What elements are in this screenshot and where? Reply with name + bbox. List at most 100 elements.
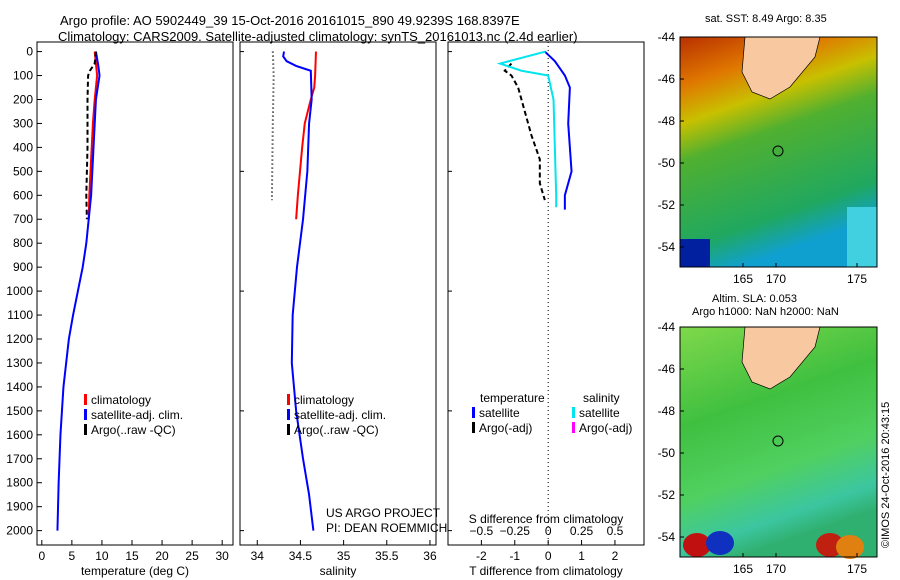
anomaly-blob bbox=[836, 535, 864, 559]
new-zealand-land bbox=[741, 36, 821, 100]
y-tick-label: 400 bbox=[13, 140, 33, 154]
map-frame bbox=[679, 326, 878, 558]
y-tick-label: 1300 bbox=[6, 356, 33, 370]
legend-label: satellite bbox=[479, 406, 520, 420]
s-diff-tick-label: 0.5 bbox=[607, 524, 624, 538]
s-diff-tick-label: −0.5 bbox=[470, 524, 494, 538]
title-line-1: Argo profile: AO 5902449_39 15-Oct-2016 … bbox=[60, 13, 520, 28]
legend-swatch bbox=[572, 422, 575, 433]
series-line-argo-raw-qc- bbox=[270, 51, 275, 201]
plot-frame-1 bbox=[239, 41, 437, 546]
legend-heading: salinity bbox=[583, 391, 620, 405]
y-tick-label: 1700 bbox=[6, 452, 33, 466]
sst-map-title: sat. SST: 8.49 Argo: 8.35 bbox=[705, 13, 827, 25]
map-y-tick-label: -50 bbox=[658, 156, 676, 170]
sla-map-title-2: Argo h1000: NaN h2000: NaN bbox=[692, 306, 839, 318]
s-diff-tick-label: 0.25 bbox=[570, 524, 594, 538]
legend-swatch bbox=[84, 409, 87, 420]
map-x-tick-label: 175 bbox=[847, 562, 867, 576]
map-y-tick-label: -46 bbox=[658, 72, 676, 86]
cyan-patch bbox=[847, 207, 877, 267]
map-y-tick-label: -50 bbox=[658, 446, 676, 460]
x-tick-label: 5 bbox=[69, 549, 76, 563]
annotation-line: PI: DEAN ROEMMICH bbox=[326, 521, 447, 535]
x-axis-label: temperature (deg C) bbox=[81, 564, 189, 578]
s-diff-axis-label: S difference from climatology bbox=[469, 512, 624, 526]
map-y-tick-label: -48 bbox=[658, 404, 676, 418]
y-tick-label: 1000 bbox=[6, 284, 33, 298]
series-line-climatology bbox=[87, 51, 99, 220]
new-zealand-land bbox=[741, 326, 821, 390]
x-tick-label: 20 bbox=[155, 549, 169, 563]
legend-label: satellite-adj. clim. bbox=[91, 408, 183, 422]
map-y-tick-label: -44 bbox=[658, 320, 676, 334]
x-tick-label: 2 bbox=[612, 549, 619, 563]
series-line-satellite-adj-clim- bbox=[282, 51, 315, 531]
map-y-tick-label: -52 bbox=[658, 488, 676, 502]
legend-label: Argo(-adj) bbox=[479, 421, 532, 435]
s-diff-tick-label: 0 bbox=[545, 524, 552, 538]
legend-swatch bbox=[84, 424, 87, 435]
x-tick-label: 35 bbox=[337, 549, 351, 563]
map-y-tick-label: -54 bbox=[658, 240, 676, 254]
x-tick-label: 34.5 bbox=[289, 549, 313, 563]
map-frame bbox=[679, 36, 878, 268]
imos-credit: ©IMOS 24-Oct-2016 20:43:15 bbox=[880, 401, 892, 548]
map-x-tick-label: 170 bbox=[766, 272, 786, 286]
x-tick-label: 30 bbox=[215, 549, 229, 563]
map-y-tick-label: -48 bbox=[658, 114, 676, 128]
series-line-climatology bbox=[295, 51, 317, 220]
argo-position-marker bbox=[772, 145, 784, 157]
y-tick-label: 1400 bbox=[6, 380, 33, 394]
y-tick-label: 1500 bbox=[6, 404, 33, 418]
argo-position-marker bbox=[772, 435, 784, 447]
map-y-tick-label: -52 bbox=[658, 198, 676, 212]
y-tick-label: 1800 bbox=[6, 476, 33, 490]
x-tick-label: 25 bbox=[185, 549, 199, 563]
sst-map bbox=[679, 36, 878, 268]
y-tick-label: 2000 bbox=[6, 524, 33, 538]
legend-swatch bbox=[287, 394, 290, 405]
legend-label: satellite bbox=[579, 406, 620, 420]
map-y-tick-label: -54 bbox=[658, 530, 676, 544]
y-tick-label: 100 bbox=[13, 69, 33, 83]
plot-frame-2 bbox=[447, 41, 645, 546]
x-tick-label: 0 bbox=[38, 549, 45, 563]
x-tick-label: 1 bbox=[578, 549, 585, 563]
x-tick-label: 34 bbox=[251, 549, 265, 563]
map-x-tick-label: 165 bbox=[733, 562, 753, 576]
anomaly-blob bbox=[683, 533, 711, 557]
x-axis-label: T difference from climatology bbox=[469, 564, 623, 578]
y-tick-label: 500 bbox=[13, 164, 33, 178]
title-line-2: Climatology: CARS2009. Satellite-adjuste… bbox=[58, 29, 578, 44]
map-x-tick-label: 175 bbox=[847, 272, 867, 286]
legend-heading: temperature bbox=[480, 391, 545, 405]
x-tick-label: 35.5 bbox=[375, 549, 399, 563]
cold-patch bbox=[680, 239, 710, 267]
legend-swatch bbox=[472, 422, 475, 433]
y-tick-label: 600 bbox=[13, 188, 33, 202]
y-tick-label: 200 bbox=[13, 92, 33, 106]
annotation-line: US ARGO PROJECT bbox=[326, 506, 441, 520]
map-x-tick-label: 165 bbox=[733, 272, 753, 286]
x-tick-label: -1 bbox=[509, 549, 520, 563]
legend-label: Argo(-adj) bbox=[579, 421, 632, 435]
series-line-argo-raw-qc- bbox=[85, 51, 97, 220]
legend-label: Argo(..raw -QC) bbox=[294, 423, 379, 437]
x-tick-label: 36 bbox=[423, 549, 437, 563]
anomaly-blob bbox=[706, 531, 734, 555]
legend-label: Argo(..raw -QC) bbox=[91, 423, 176, 437]
legend-swatch bbox=[84, 394, 87, 405]
legend-swatch bbox=[287, 409, 290, 420]
series-line-temperature-satellite bbox=[544, 50, 573, 210]
y-tick-label: 900 bbox=[13, 260, 33, 274]
y-tick-label: 0 bbox=[26, 45, 33, 59]
x-tick-label: 15 bbox=[125, 549, 139, 563]
x-tick-label: -2 bbox=[476, 549, 487, 563]
x-axis-label: salinity bbox=[320, 564, 357, 578]
plot-frame-0 bbox=[36, 41, 234, 546]
legend-label: satellite-adj. clim. bbox=[294, 408, 386, 422]
legend-label: climatology bbox=[294, 393, 354, 407]
map-x-tick-label: 170 bbox=[766, 562, 786, 576]
